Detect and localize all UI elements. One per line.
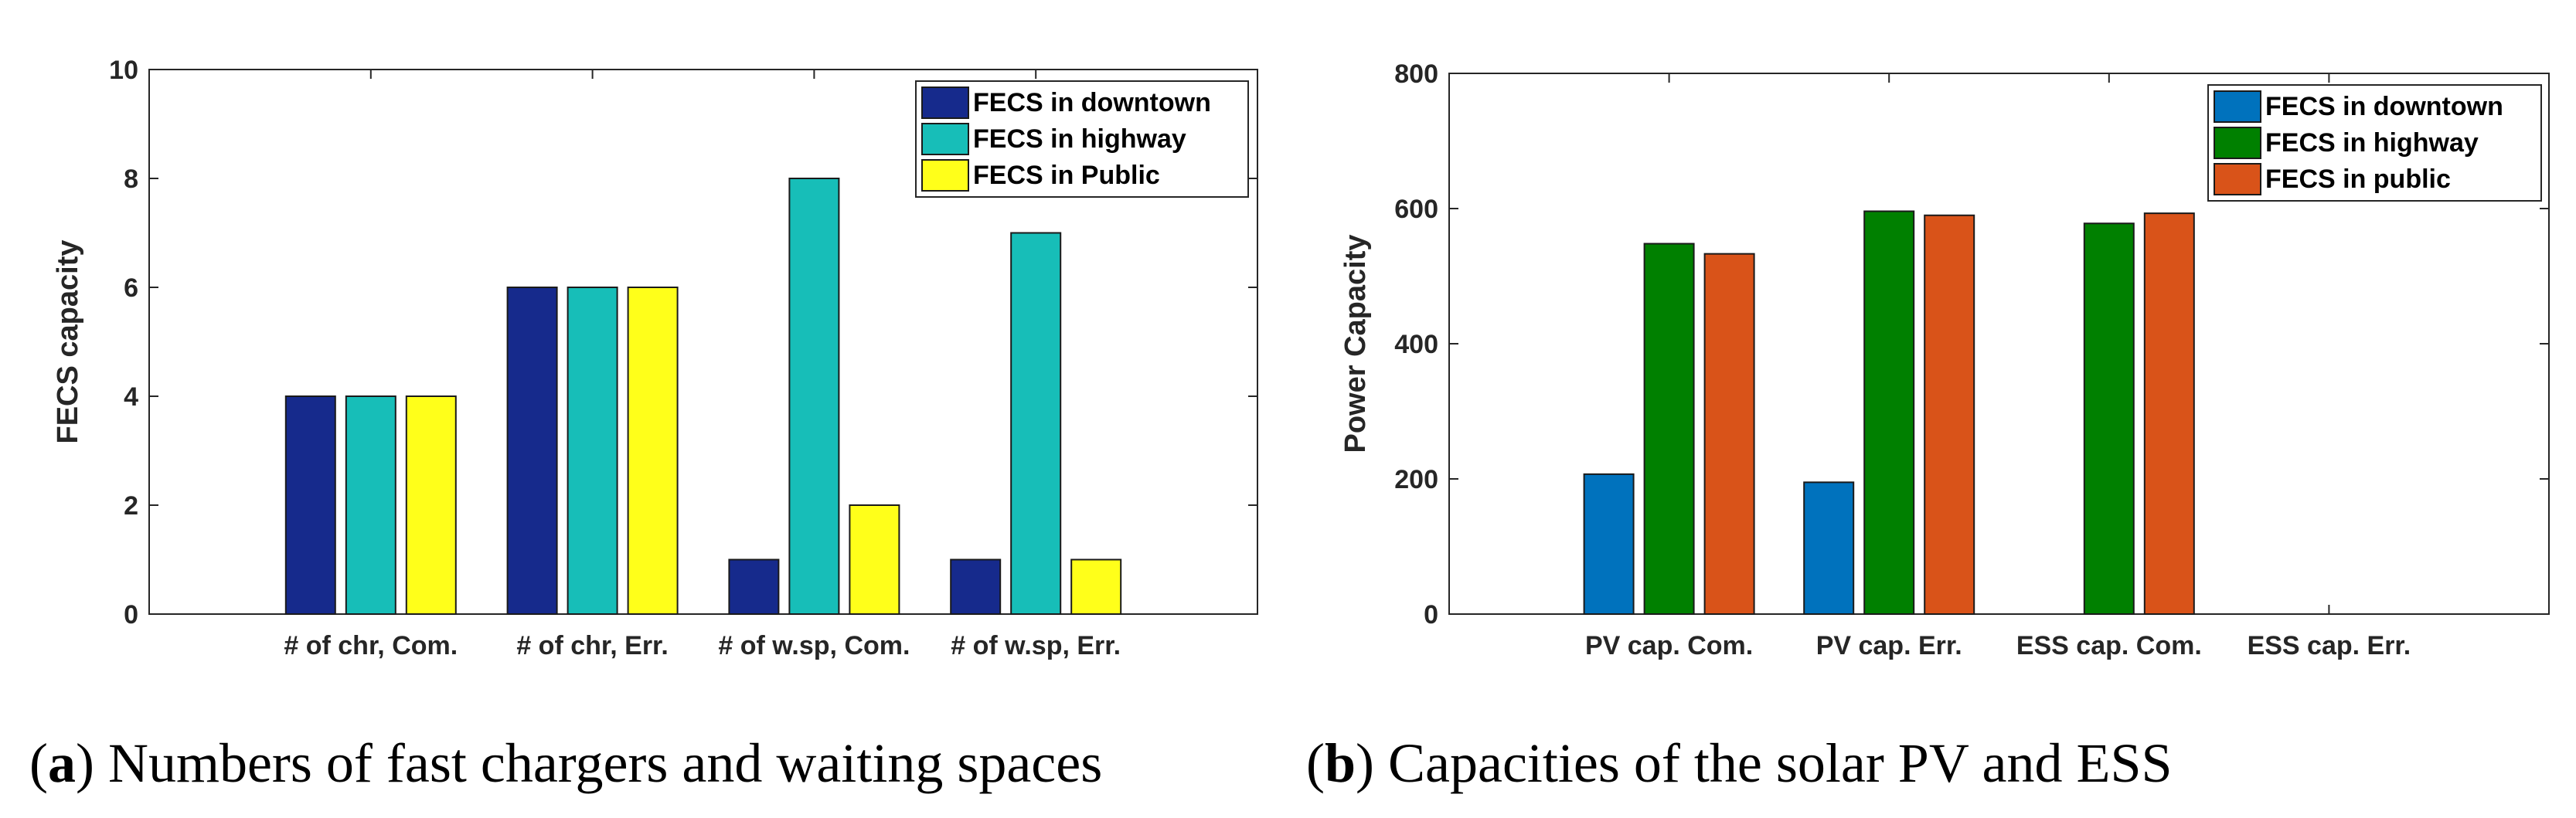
caption-paren-open: ( xyxy=(1306,732,1325,794)
legend-label: FECS in public xyxy=(2265,165,2451,194)
y-tick-label: 2 xyxy=(124,491,138,521)
legend-swatch xyxy=(2214,127,2261,159)
legend-swatch xyxy=(2214,163,2261,195)
y-tick-label: 4 xyxy=(124,382,138,412)
x-tick-label: # of chr, Err. xyxy=(516,631,669,660)
plot-area-frame xyxy=(148,69,1258,615)
bar xyxy=(345,395,396,615)
y-tick-label: 10 xyxy=(109,56,138,85)
y-tick-label: 200 xyxy=(1394,465,1438,494)
x-tick-label: ESS cap. Err. xyxy=(2248,631,2411,660)
y-tick-label: 8 xyxy=(124,165,138,194)
y-tick-label: 400 xyxy=(1394,330,1438,359)
y-tick-label: 6 xyxy=(124,273,138,303)
legend-label: FECS in Public xyxy=(973,161,1160,190)
x-tick-label: PV cap. Err. xyxy=(1816,631,1962,660)
legend-swatch xyxy=(921,87,969,119)
bar xyxy=(2143,212,2195,615)
y-tick-label: 800 xyxy=(1394,59,1438,89)
legend: FECS in downtown FECS in highway FECS in P… xyxy=(915,80,1249,198)
legend-box xyxy=(2207,84,2542,202)
bar xyxy=(405,395,457,615)
caption-letter: a xyxy=(48,732,76,794)
legend: FECS in downtown FECS in highway FECS in p… xyxy=(2207,84,2542,202)
chart-b: 0 200 400 600 800 PV cap. Com. PV cap. Err. ESS… xyxy=(1306,59,2550,794)
legend-label: FECS in highway xyxy=(973,124,1186,154)
caption: (a) Numbers of fast chargers and waiting… xyxy=(29,732,1102,794)
legend-label: FECS in downtown xyxy=(973,88,1211,117)
bar xyxy=(1070,558,1122,615)
caption-paren-open: ( xyxy=(29,732,48,794)
x-tick-label: # of chr, Com. xyxy=(284,631,458,660)
caption-text: Numbers of fast chargers and waiting spa… xyxy=(108,732,1102,794)
bar xyxy=(2083,222,2135,615)
bar xyxy=(1010,232,1062,615)
x-tick-label: # of w.sp, Com. xyxy=(718,631,910,660)
bar xyxy=(1583,473,1635,615)
bar xyxy=(1643,243,1695,615)
bar xyxy=(506,287,558,615)
bar xyxy=(950,558,1002,615)
bar xyxy=(1803,481,1855,615)
y-tick-label: 0 xyxy=(124,600,138,630)
caption-paren-close: ) xyxy=(76,732,108,794)
bar xyxy=(788,178,840,615)
bar xyxy=(567,287,618,615)
legend-swatch xyxy=(921,123,969,155)
y-axis-title: FECS capacity xyxy=(52,240,84,444)
x-tick-label: # of w.sp, Err. xyxy=(951,631,1121,660)
bar xyxy=(284,395,336,615)
bar xyxy=(849,504,900,615)
bar xyxy=(728,558,780,615)
y-tick-label: 0 xyxy=(1424,600,1438,630)
caption-text: Capacities of the solar PV and ESS xyxy=(1388,732,2173,794)
legend-swatch xyxy=(2214,90,2261,123)
bar xyxy=(1924,214,1975,615)
chart-a: 0 2 4 6 8 10 # of chr, Com. # of chr, Err. # of … xyxy=(29,56,1258,794)
bar xyxy=(1703,253,1755,615)
legend-label: FECS in downtown xyxy=(2265,92,2503,121)
y-tick-label: 600 xyxy=(1394,195,1438,224)
x-tick-label: PV cap. Com. xyxy=(1585,631,1753,660)
bar xyxy=(627,287,679,615)
legend-box xyxy=(915,80,1249,198)
y-axis-title: Power Capacity xyxy=(1339,235,1372,453)
caption-paren-close: ) xyxy=(1356,732,1388,794)
legend-swatch xyxy=(921,159,969,192)
caption: (b) Capacities of the solar PV and ESS xyxy=(1306,732,2173,794)
caption-letter: b xyxy=(1325,732,1356,794)
legend-label: FECS in highway xyxy=(2265,128,2479,158)
bar xyxy=(1863,210,1915,615)
x-tick-label: ESS cap. Com. xyxy=(2016,631,2202,660)
